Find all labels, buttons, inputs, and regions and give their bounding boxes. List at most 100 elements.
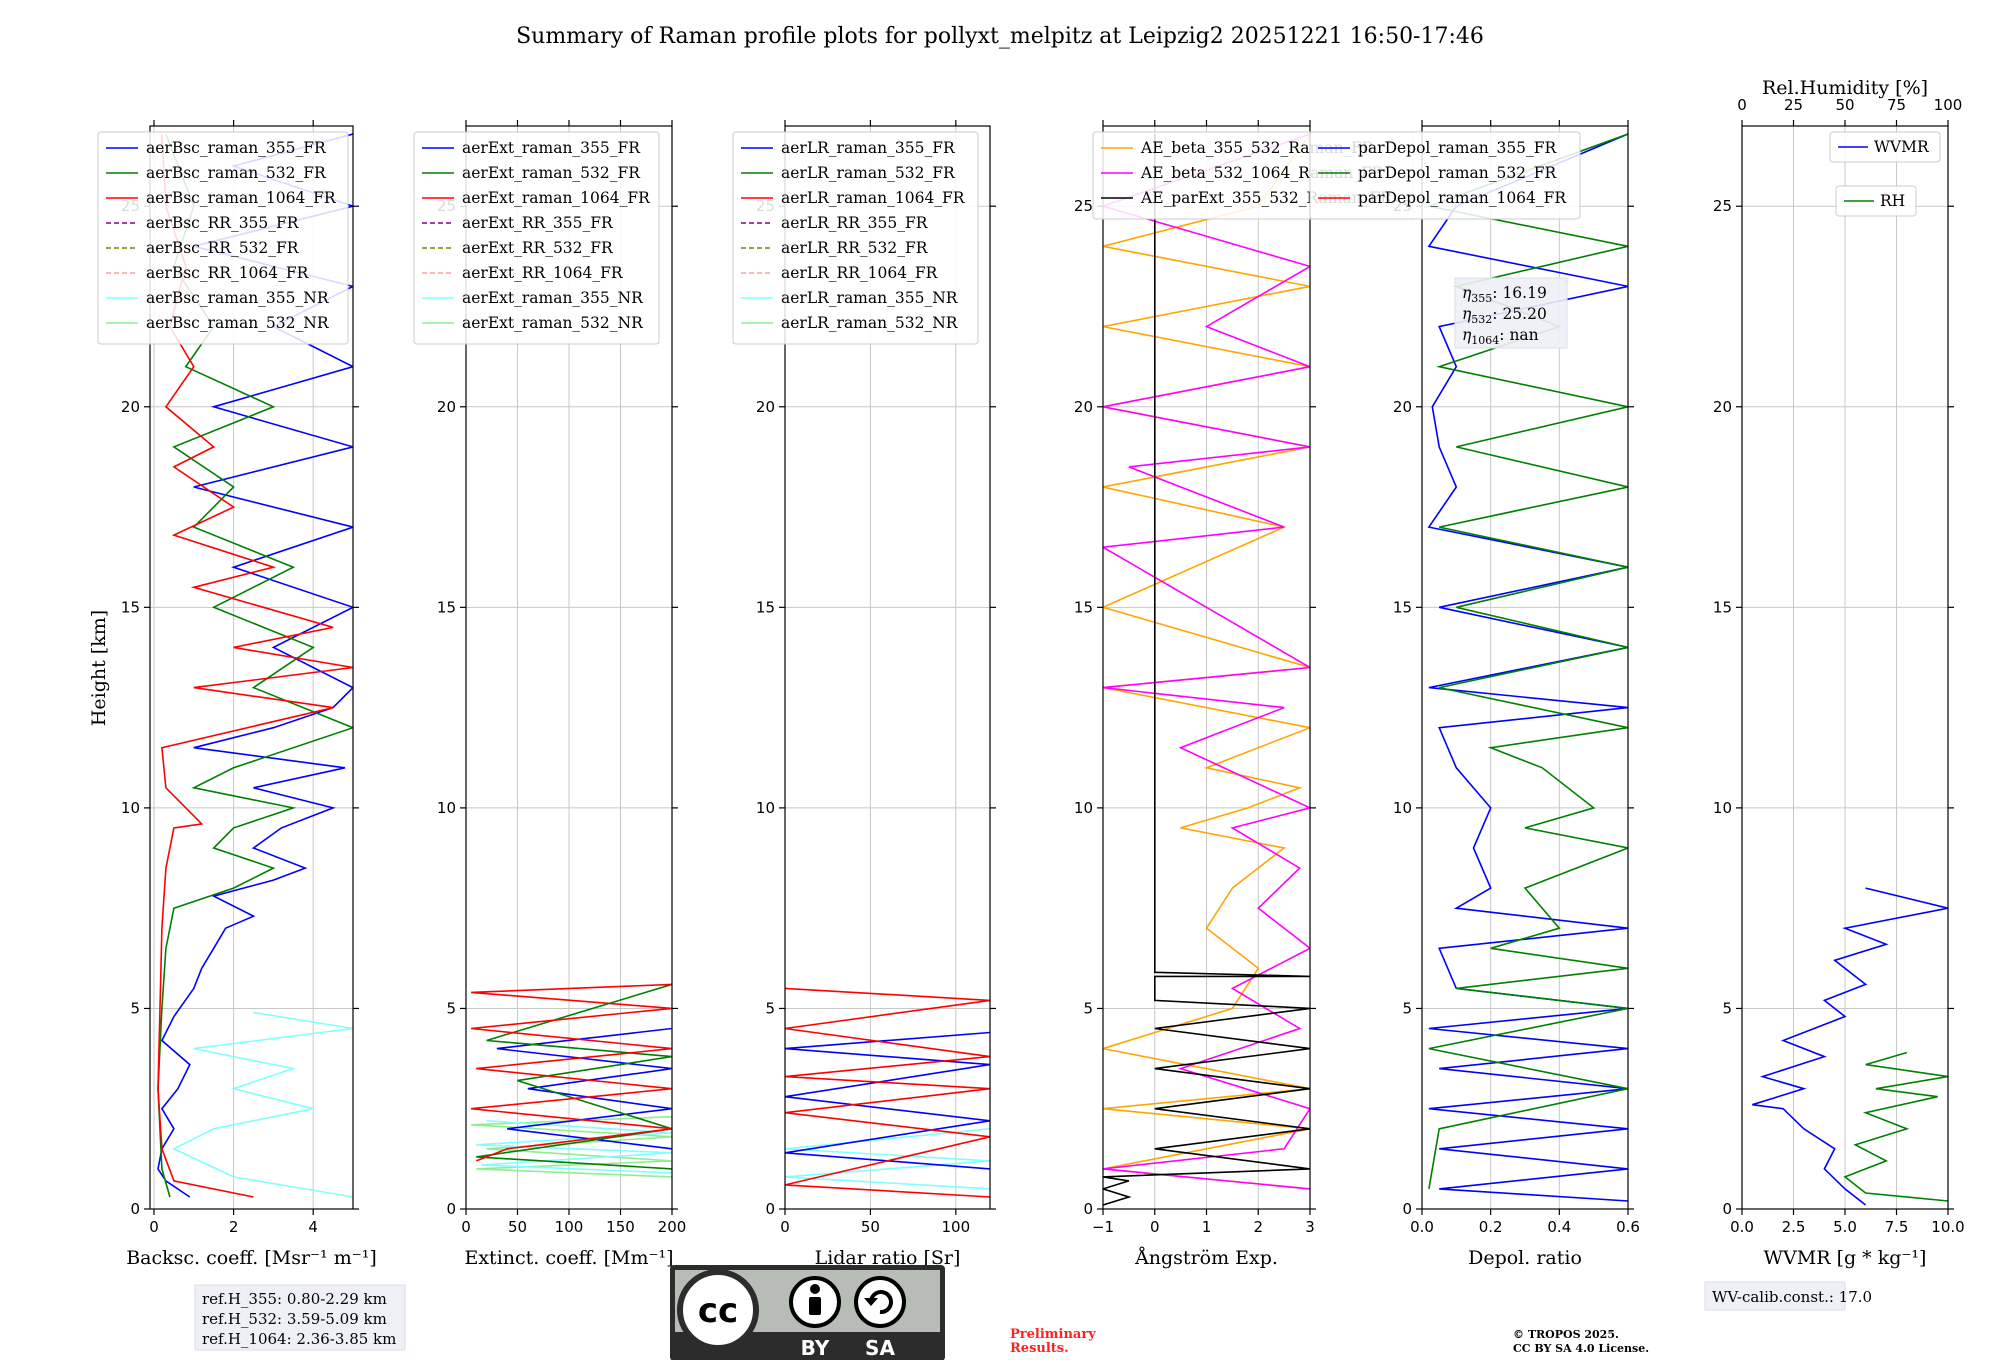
- y-tick-label: 0: [1402, 1200, 1412, 1218]
- panels: 0 2 4 0 5 10 15 20 25 Backsc. coeff. [Msr⁻¹ m⁻¹] a…: [97, 77, 1965, 1269]
- legend-RH: RH: [1835, 185, 1917, 217]
- eta-box: [1454, 277, 1568, 349]
- series-group: [1752, 887, 1948, 1206]
- x-tick-label: 100: [942, 1218, 971, 1236]
- series-line-aerExt_raman_355_FR: [496, 1027, 672, 1150]
- legend-WVMR: WVMR: [1829, 131, 1941, 163]
- top-tick-label: 50: [1835, 96, 1854, 114]
- x-tick-label: 0: [1150, 1218, 1160, 1236]
- x-tick-label: 0.0: [1730, 1218, 1754, 1236]
- wv-calib-text: WV-calib.const.: 17.0: [1712, 1288, 1872, 1306]
- legend-box: [732, 131, 979, 345]
- x-axis-label: Depol. ratio: [1468, 1247, 1582, 1269]
- legend-label: aerLR_raman_1064_FR: [781, 189, 966, 207]
- x-tick-label: 0.0: [1410, 1218, 1434, 1236]
- x-tick-label: 0.2: [1479, 1218, 1503, 1236]
- eta-line: η532: 25.20: [1462, 305, 1547, 326]
- y-tick-label: 5: [765, 999, 775, 1017]
- x-tick-label: 100: [555, 1218, 584, 1236]
- legend-label: aerExt_raman_355_NR: [462, 289, 644, 307]
- legend-box: [1835, 185, 1917, 217]
- x-tick-label: 4: [308, 1218, 318, 1236]
- legend-label: aerExt_raman_532_NR: [462, 314, 644, 332]
- person-icon: [789, 1276, 841, 1328]
- y-axis-label: Height [km]: [88, 610, 110, 726]
- legend: parDepol_raman_355_FR parDepol_raman_532_…: [1309, 131, 1581, 220]
- legend-box: [1829, 131, 1941, 163]
- top-axis-label: Rel.Humidity [%]: [1762, 77, 1928, 99]
- top-tick-label: 0: [1737, 96, 1747, 114]
- copyright-line: © TROPOS 2025.: [1513, 1328, 1619, 1341]
- x-tick-label: 50: [861, 1218, 880, 1236]
- panel-lr: 0501000510152025Lidar ratio [Sr]aerLR_ra…: [732, 120, 996, 1269]
- x-tick-label: 0.6: [1616, 1218, 1640, 1236]
- legend: aerLR_raman_355_FR aerLR_raman_532_FR aerL…: [732, 131, 979, 345]
- legend-label: aerLR_RR_1064_FR: [781, 264, 939, 282]
- y-tick-label: 10: [1713, 799, 1732, 817]
- y-tick-label: 5: [130, 999, 140, 1017]
- series-group: [157, 133, 353, 1198]
- legend-label: aerBsc_raman_1064_FR: [146, 189, 337, 207]
- legend-label: WVMR: [1874, 138, 1930, 156]
- series-group: [1103, 133, 1310, 1206]
- y-tick-label: 15: [756, 598, 775, 616]
- y-tick-label: 20: [1074, 398, 1093, 416]
- legend: aerExt_raman_355_FR aerExt_raman_532_FRae…: [413, 131, 660, 345]
- ref-height-line: ref.H_355: 0.80-2.29 km: [202, 1290, 387, 1308]
- legend-label: aerExt_RR_1064_FR: [462, 264, 624, 282]
- x-tick-label: 2: [1253, 1218, 1263, 1236]
- y-tick-label: 10: [756, 799, 775, 817]
- series-line-aerExt_raman_355_NR: [476, 1120, 672, 1174]
- legend-label: aerExt_RR_532_FR: [462, 239, 614, 257]
- license-sa-text: SA: [865, 1336, 895, 1360]
- svg-text:cc: cc: [698, 1291, 738, 1331]
- copyright-line: CC BY SA 4.0 License.: [1513, 1342, 1649, 1355]
- x-tick-label: 7.5: [1885, 1218, 1909, 1236]
- y-tick-label: 0: [446, 1200, 456, 1218]
- legend-label: aerBsc_raman_355_NR: [146, 289, 330, 307]
- x-tick-label: 0: [461, 1218, 471, 1236]
- y-tick-label: 5: [1722, 999, 1732, 1017]
- y-tick-label: 5: [1083, 999, 1093, 1017]
- legend-label: aerBsc_raman_532_FR: [146, 164, 327, 182]
- y-tick-label: 15: [1393, 598, 1412, 616]
- legend: aerBsc_raman_355_FR aerBsc_raman_532_FRae…: [97, 131, 349, 345]
- axes-frame: [149, 125, 354, 1210]
- y-tick-label: 0: [765, 1200, 775, 1218]
- series-line-RH: [1843, 1051, 1948, 1202]
- x-axis-label: Ångström Exp.: [1134, 1247, 1278, 1269]
- y-tick-label: 20: [1393, 398, 1412, 416]
- x-tick-label: 0.4: [1547, 1218, 1571, 1236]
- x-axis-label: Lidar ratio [Sr]: [815, 1247, 961, 1269]
- x-tick-label: 150: [606, 1218, 635, 1236]
- y-tick-label: 5: [1402, 999, 1412, 1017]
- series-line-aerBsc_raman_1064_FR: [157, 133, 353, 1198]
- legend-label: aerLR_raman_355_NR: [781, 289, 959, 307]
- legend-box: [1309, 131, 1581, 220]
- x-axis-label: Backsc. coeff. [Msr⁻¹ m⁻¹]: [126, 1247, 377, 1269]
- y-tick-label: 10: [1074, 799, 1093, 817]
- legend-label: parDepol_raman_532_FR: [1358, 164, 1558, 182]
- panel-wv: 0.0 2.5 5.0 7.5 10.0 0 5 10 15 20 25 WVMR [g * kg⁻¹…: [1713, 77, 1965, 1269]
- ref-height-box: ref.H_355: 0.80-2.29 km ref.H_532: 3.59-…: [194, 1284, 406, 1351]
- legend-label: aerExt_raman_355_FR: [462, 139, 641, 157]
- legend-label: aerLR_raman_355_FR: [781, 139, 956, 157]
- series-line-AE_beta_532_1064_Raman_FR: [1103, 133, 1310, 1190]
- license-by-text: BY: [801, 1336, 830, 1360]
- x-tick-label: 200: [658, 1218, 687, 1236]
- y-tick-label: 15: [1713, 598, 1732, 616]
- legend-label: aerBsc_raman_532_NR: [146, 314, 330, 332]
- legend-label: aerLR_raman_532_FR: [781, 164, 956, 182]
- series-line-aerExt_raman_532_NR: [471, 1115, 672, 1178]
- top-tick-label: 100: [1934, 96, 1963, 114]
- x-tick-label: 10.0: [1931, 1218, 1964, 1236]
- y-tick-label: 0: [130, 1200, 140, 1218]
- y-tick-label: 25: [1713, 197, 1732, 215]
- eta-line: η1064: nan: [1462, 326, 1539, 347]
- legend-label: parDepol_raman_355_FR: [1358, 139, 1558, 157]
- ref-height-line: ref.H_532: 3.59-5.09 km: [202, 1310, 387, 1328]
- x-tick-label: 5.0: [1833, 1218, 1857, 1236]
- top-tick-label: 75: [1887, 96, 1906, 114]
- x-tick-label: 2.5: [1782, 1218, 1806, 1236]
